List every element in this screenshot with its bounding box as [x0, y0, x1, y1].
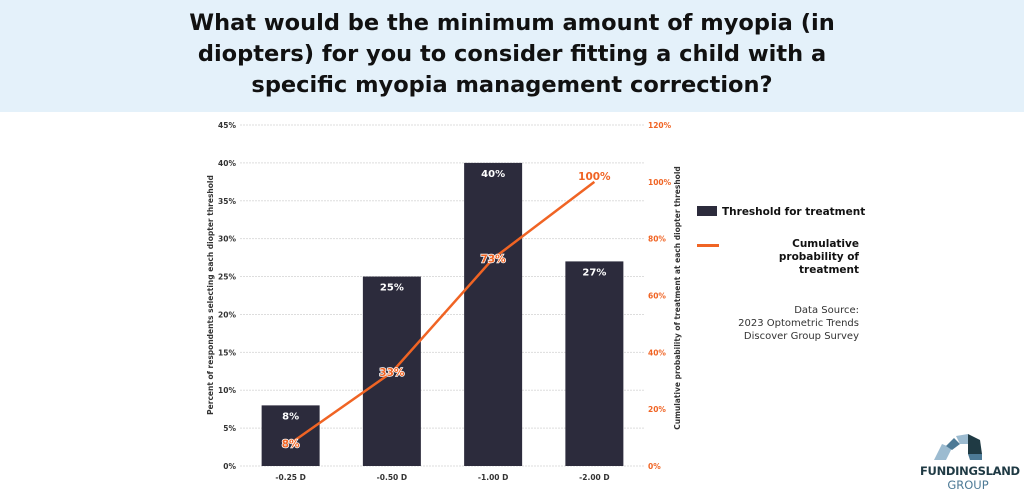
source-line-2: 2023 Optometric Trends [738, 318, 859, 329]
bar [464, 162, 523, 466]
y2-tick-label: 100% [648, 178, 672, 187]
y-tick-label: 20% [218, 310, 236, 319]
line-data-label: 100% [578, 171, 611, 183]
x-tick-label: -0.50 D [377, 473, 407, 482]
legend-label-line: Cumulative probability of treatment [778, 238, 859, 276]
bar [565, 261, 624, 466]
header-band: What would be the minimum amount of myop… [0, 0, 1024, 112]
logo-text-2: GROUP [947, 478, 989, 492]
bar-data-label: 25% [380, 283, 404, 294]
y2-tick-label: 80% [648, 235, 666, 244]
y-tick-label: 15% [218, 348, 236, 357]
x-tick-label: -0.25 D [275, 473, 305, 482]
line-swatch-icon [697, 244, 719, 247]
x-tick-label: -2.00 D [579, 473, 609, 482]
logo-text-1: FUNDINGSLAND [920, 464, 1020, 478]
data-source: Data Source: 2023 Optometric Trends Disc… [700, 304, 859, 343]
legend-label-bars: Threshold for treatment [722, 206, 866, 218]
y-tick-label: 25% [218, 273, 236, 282]
y2-tick-label: 20% [648, 405, 666, 414]
y-tick-label: 35% [218, 197, 236, 206]
x-tick-label: -1.00 D [478, 473, 508, 482]
y-tick-label: 45% [218, 121, 236, 130]
y-tick-label: 30% [218, 235, 236, 244]
y-tick-label: 10% [218, 386, 236, 395]
page-title: What would be the minimum amount of myop… [189, 10, 835, 98]
bar-data-label: 27% [582, 267, 606, 278]
line-data-label: 73% [481, 254, 507, 266]
bar-swatch-icon [697, 206, 717, 216]
y-tick-label: 40% [218, 159, 236, 168]
y-tick-label: 5% [223, 424, 236, 433]
y2-axis-label: Cumulative probability of treatment at e… [673, 166, 682, 430]
legend-item-bars: Threshold for treatment [697, 206, 865, 218]
source-line-3: Discover Group Survey [743, 331, 859, 342]
source-line-1: Data Source: [794, 305, 859, 316]
line-data-label: 33% [379, 367, 405, 379]
logo-mark-icon [934, 434, 982, 460]
logo: FUNDINGSLAND GROUP [920, 432, 1020, 492]
y2-tick-label: 60% [648, 292, 666, 301]
bar-data-label: 8% [282, 411, 299, 422]
cumulative-line [289, 180, 596, 445]
y2-tick-label: 0% [648, 462, 661, 471]
y2-tick-label: 120% [648, 121, 672, 130]
line-data-label: 8% [282, 438, 300, 450]
bar-data-label: 40% [481, 169, 505, 180]
y-tick-label: 0% [223, 462, 236, 471]
y2-tick-label: 40% [648, 348, 666, 357]
y-axis-label: Percent of respondents selecting each di… [206, 175, 215, 415]
bar [261, 405, 320, 466]
